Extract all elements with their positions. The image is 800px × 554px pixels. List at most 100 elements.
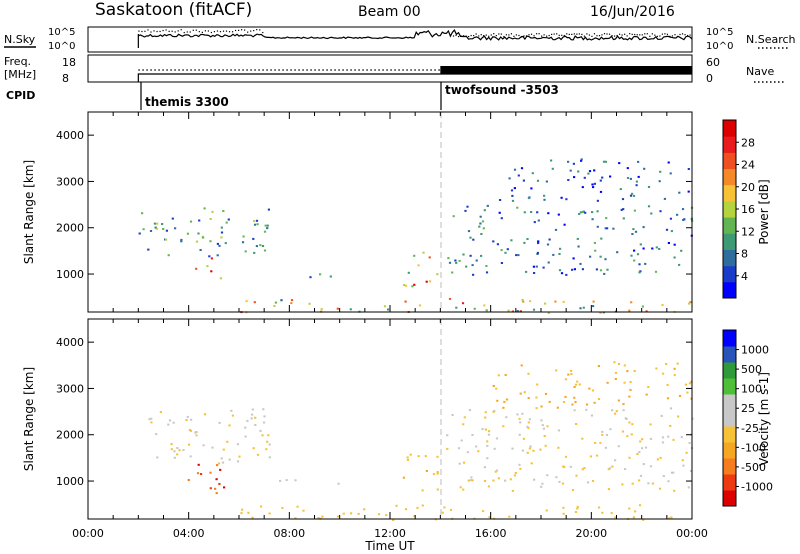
noise-search-dot (473, 35, 475, 37)
freq-line (137, 73, 692, 82)
data-cell (527, 197, 530, 200)
data-cell (658, 248, 661, 250)
data-cell (231, 414, 234, 417)
data-cell (597, 398, 601, 400)
data-cell (273, 305, 276, 307)
data-cell (436, 488, 439, 491)
data-cell (536, 179, 540, 182)
data-cell (615, 410, 618, 413)
data-cell (451, 271, 454, 274)
data-cell (495, 387, 498, 390)
data-cell (573, 386, 576, 388)
data-cell (329, 275, 332, 278)
data-cell (513, 187, 516, 190)
noise-search-dot (515, 34, 518, 36)
noise-search-dot (573, 33, 575, 35)
data-cell (688, 382, 691, 385)
data-cell (452, 215, 455, 218)
data-cell (199, 249, 202, 251)
noise-search-dot (159, 30, 161, 33)
colorbar-segment (723, 184, 736, 202)
data-cell (574, 401, 577, 403)
data-cell (547, 312, 550, 314)
noise-search-dot (641, 34, 643, 36)
colorbar-segment (723, 410, 736, 427)
noise-search-dot (228, 31, 231, 33)
data-cell (632, 516, 635, 519)
noise-search-dot (219, 31, 222, 33)
data-cell (594, 441, 597, 444)
data-cell (577, 245, 580, 248)
x-tick-label: 08:00 (273, 527, 305, 540)
data-cell (644, 262, 647, 265)
data-cell (642, 463, 645, 466)
data-cell (541, 424, 544, 427)
data-cell (638, 451, 641, 453)
data-cell (244, 250, 247, 253)
noise-search-dot (186, 31, 188, 33)
power-colorbar-label: Power [dB] (757, 179, 771, 244)
colorbar-segment (723, 362, 736, 379)
data-cell (219, 468, 222, 471)
colorbar-tick-label: 100 (741, 383, 762, 396)
data-cell (527, 421, 530, 424)
data-cell (170, 448, 173, 451)
data-cell (155, 227, 158, 230)
data-cell (560, 272, 564, 275)
data-cell (643, 167, 646, 170)
data-cell (571, 268, 574, 271)
data-cell (522, 300, 525, 303)
colorbar-tick-label: 28 (741, 136, 755, 149)
data-cell (521, 449, 524, 452)
noise-search-dot (256, 29, 258, 31)
data-cell (639, 270, 642, 273)
data-cell (263, 415, 266, 418)
data-cell (202, 236, 205, 239)
data-cell (537, 242, 540, 245)
data-cell (626, 167, 629, 170)
colorbar-tick-label: 12 (741, 225, 755, 238)
noise-right-tick-bottom: 10^0 (706, 41, 733, 52)
data-cell (673, 489, 676, 492)
data-cell (667, 480, 670, 483)
noise-search-dot (189, 31, 191, 33)
data-cell (402, 476, 405, 479)
cpid-label: CPID (6, 89, 35, 102)
data-cell (268, 512, 271, 515)
data-cell (317, 517, 320, 519)
data-cell (407, 271, 410, 274)
data-cell (613, 412, 617, 415)
data-cell (681, 459, 684, 462)
data-cell (577, 170, 580, 173)
data-cell (244, 426, 247, 429)
noise-search-dot (649, 35, 651, 37)
data-cell (255, 245, 258, 248)
noise-search-dot (674, 34, 676, 36)
data-cell (168, 419, 172, 422)
data-cell (250, 417, 253, 420)
data-cell (309, 276, 312, 279)
data-cell (479, 222, 482, 225)
data-cell (195, 434, 198, 437)
data-cell (641, 447, 644, 450)
data-cell (597, 506, 601, 509)
data-cell (471, 434, 474, 436)
data-cell (556, 406, 559, 409)
noise-search-dot (606, 33, 608, 35)
data-cell (502, 425, 505, 428)
data-cell (477, 450, 480, 453)
data-cell (320, 308, 323, 311)
data-cell (595, 268, 598, 271)
data-cell (562, 506, 565, 509)
data-cell (497, 374, 500, 377)
data-cell (409, 453, 412, 456)
data-cell (537, 240, 540, 243)
data-cell (680, 436, 683, 439)
data-cell (279, 479, 282, 482)
data-cell (527, 397, 530, 400)
data-cell (488, 516, 491, 519)
data-cell (571, 403, 574, 406)
colorbar-frame (722, 329, 737, 507)
data-cell (665, 363, 668, 365)
data-cell (256, 223, 259, 226)
